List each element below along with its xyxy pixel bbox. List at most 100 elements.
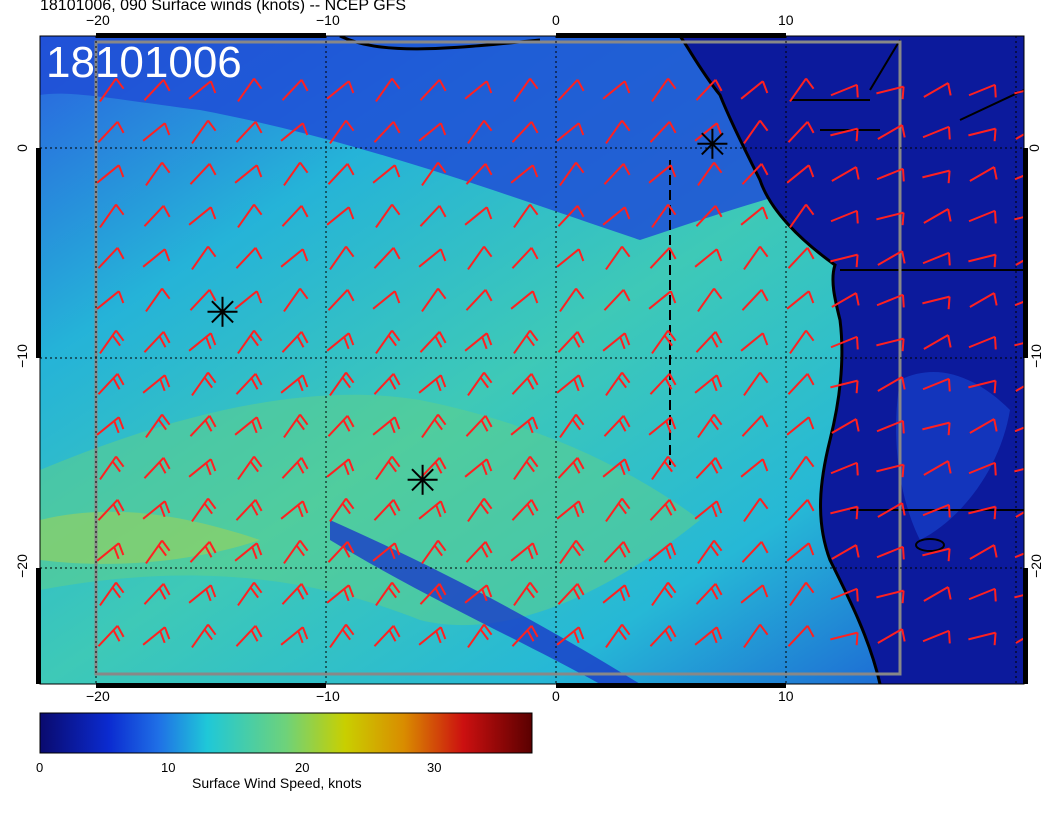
wind-barb xyxy=(467,245,493,271)
wind-barb xyxy=(464,458,493,478)
wind-barb xyxy=(327,541,355,563)
wind-barb xyxy=(968,335,997,350)
wind-barb xyxy=(329,119,355,145)
wind-barb xyxy=(143,331,171,353)
wind-barbs xyxy=(96,77,1024,649)
wind-barb xyxy=(372,164,401,184)
wind-barb xyxy=(373,625,401,647)
wind-barb xyxy=(695,205,723,227)
x-tick-bottom-3: 10 xyxy=(778,688,794,704)
wind-barb xyxy=(603,541,631,563)
wind-barb xyxy=(99,329,125,355)
wind-barb xyxy=(876,337,905,352)
wind-barb xyxy=(876,419,905,434)
wind-barb xyxy=(142,248,171,268)
wind-barb xyxy=(694,248,723,268)
wind-barb xyxy=(329,371,355,397)
wind-barb xyxy=(697,287,723,313)
wind-barb xyxy=(99,581,125,607)
wind-barb xyxy=(513,329,539,355)
wind-barb xyxy=(651,455,677,481)
wind-barb xyxy=(1015,628,1024,644)
wind-barb xyxy=(923,460,952,476)
wind-barb xyxy=(281,583,309,605)
wind-barb xyxy=(326,584,355,604)
wind-barb xyxy=(922,629,951,644)
wind-barb xyxy=(602,332,631,352)
y-tick-left-2: −20 xyxy=(13,554,30,578)
wind-barb xyxy=(375,329,401,355)
wind-barb xyxy=(649,373,677,395)
wind-barb xyxy=(649,499,677,521)
wind-barb xyxy=(191,497,217,523)
wind-barb xyxy=(513,581,539,607)
wind-barb xyxy=(189,541,217,563)
wind-barb xyxy=(740,458,769,478)
wind-barb xyxy=(283,287,309,313)
wind-barb xyxy=(327,163,355,185)
wind-barb xyxy=(697,413,723,439)
wind-barb xyxy=(96,542,125,562)
wind-barb xyxy=(97,499,125,521)
wind-barb xyxy=(877,628,906,644)
wind-barb xyxy=(557,331,585,353)
wind-barb xyxy=(694,500,723,520)
wind-barb xyxy=(557,457,585,479)
wind-barb xyxy=(189,163,217,185)
wind-barb xyxy=(831,292,860,308)
x-tick-top-0: −20 xyxy=(86,12,110,28)
wind-barb xyxy=(237,581,263,607)
colorbar-title: Surface Wind Speed, knots xyxy=(192,775,362,791)
wind-barb xyxy=(191,371,217,397)
wind-barb xyxy=(876,167,905,182)
wind-barb xyxy=(188,332,217,352)
wind-barb xyxy=(697,539,723,565)
wind-barb xyxy=(189,415,217,437)
wind-barb xyxy=(143,205,171,227)
wind-barb xyxy=(556,500,585,520)
wind-barb xyxy=(740,80,769,100)
wind-barb xyxy=(418,626,447,646)
wind-barb xyxy=(743,245,769,271)
wind-barb xyxy=(465,289,493,311)
wind-barb xyxy=(188,584,217,604)
wind-barb xyxy=(651,329,677,355)
wind-barb xyxy=(559,539,585,565)
wind-barb xyxy=(830,461,859,476)
wind-barb xyxy=(510,542,539,562)
wind-barb xyxy=(234,542,263,562)
wind-barb xyxy=(1014,419,1024,433)
wind-barb xyxy=(557,205,585,227)
wind-barb xyxy=(142,626,171,646)
wind-barb xyxy=(237,329,263,355)
storm-marker-2 xyxy=(407,464,438,495)
wind-barb xyxy=(373,499,401,521)
wind-barb xyxy=(145,161,171,187)
wind-barb xyxy=(511,247,539,269)
wind-barb xyxy=(1015,376,1024,392)
wind-barb xyxy=(603,289,631,311)
wind-barb xyxy=(280,626,309,646)
wind-barb xyxy=(648,164,677,184)
wind-barb xyxy=(511,121,539,143)
wind-barb xyxy=(876,85,905,100)
wind-barb xyxy=(603,163,631,185)
wind-barb xyxy=(372,542,401,562)
wind-barb xyxy=(877,250,906,266)
wind-barb xyxy=(968,505,997,520)
wind-barb xyxy=(1014,545,1024,559)
wind-barb xyxy=(281,457,309,479)
wind-barb xyxy=(876,463,905,478)
wind-barb xyxy=(695,331,723,353)
wind-barb xyxy=(559,413,585,439)
wind-barb xyxy=(373,373,401,395)
wind-barb xyxy=(191,623,217,649)
wind-barb xyxy=(787,121,815,143)
wind-barb xyxy=(605,119,631,145)
wind-barb xyxy=(786,290,815,310)
wind-barb xyxy=(602,458,631,478)
wind-barb xyxy=(418,374,447,394)
wind-barb xyxy=(511,499,539,521)
wind-barb xyxy=(968,631,997,646)
wind-barb xyxy=(421,287,447,313)
